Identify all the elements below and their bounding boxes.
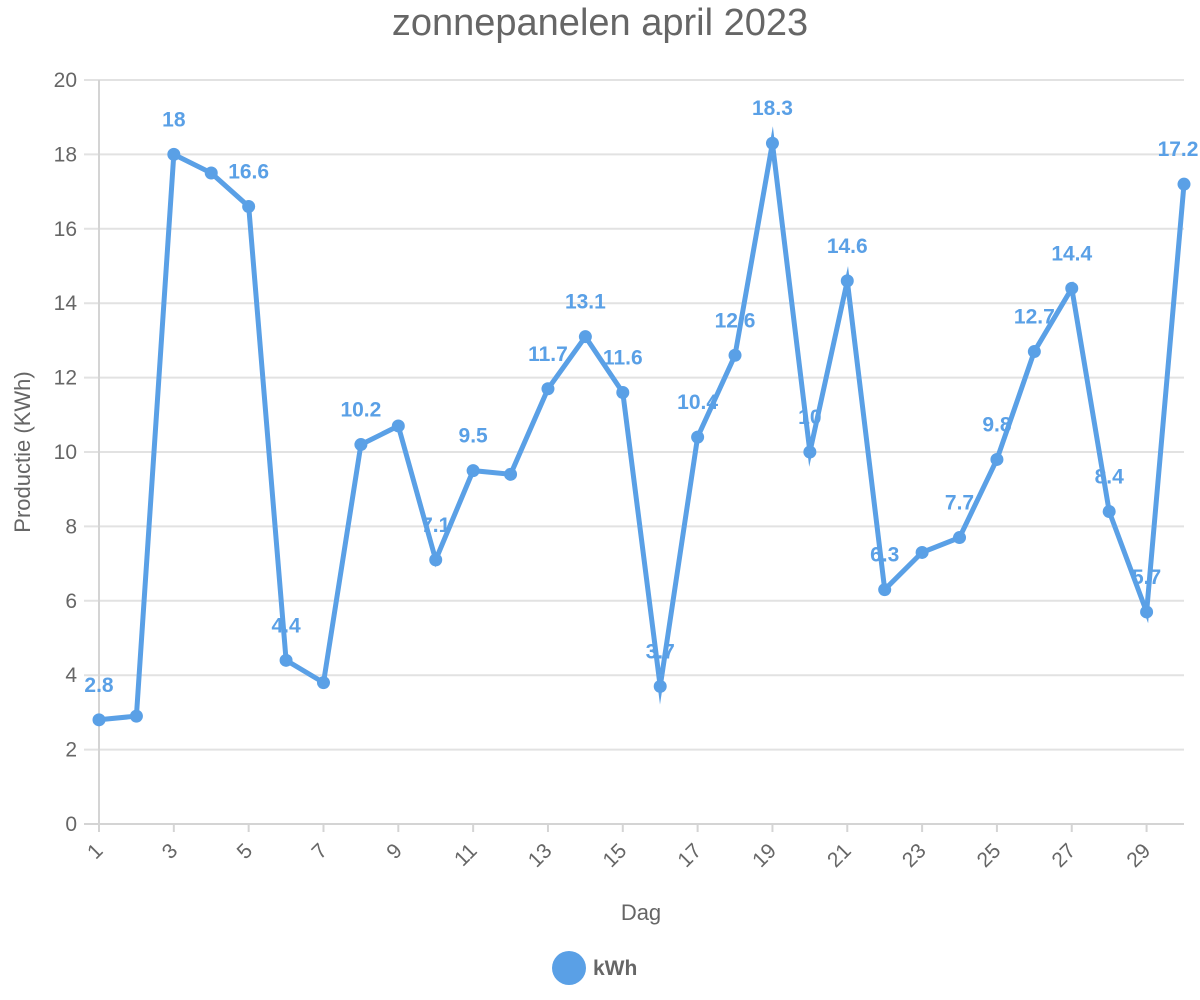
y-tick-label: 16 — [54, 218, 77, 241]
chart-title: zonnepanelen april 2023 — [392, 2, 808, 44]
series-kwh — [92, 126, 1191, 727]
x-tick-label: 25 — [973, 839, 1006, 872]
data-label: 10 — [798, 406, 821, 429]
data-label: 10.2 — [340, 399, 381, 422]
data-point[interactable] — [878, 583, 892, 597]
x-tick-label: 17 — [673, 839, 706, 872]
data-point[interactable] — [1027, 345, 1041, 359]
data-label: 5.7 — [1132, 566, 1161, 589]
data-label: 6.3 — [870, 544, 899, 567]
data-point[interactable] — [990, 452, 1004, 466]
legend-label-kwh: kWh — [593, 957, 637, 980]
data-label: 11.7 — [528, 343, 568, 366]
data-label: 2.8 — [84, 674, 114, 697]
series-line-kwh — [98, 126, 1187, 723]
legend[interactable]: kWh — [552, 951, 637, 985]
data-point[interactable] — [915, 545, 929, 559]
data-point[interactable] — [466, 464, 480, 478]
data-label: 8.4 — [1095, 466, 1125, 489]
data-label: 14.4 — [1051, 242, 1092, 265]
data-point[interactable] — [429, 553, 443, 567]
data-point[interactable] — [840, 274, 854, 288]
y-tick-label: 10 — [54, 441, 77, 464]
data-label: 14.6 — [827, 235, 868, 258]
data-label: 7.7 — [945, 492, 974, 515]
y-tick-label: 0 — [65, 813, 77, 836]
y-axis-title: Productie (KWh) — [10, 371, 35, 532]
x-tick-label: 11 — [450, 839, 482, 871]
data-point[interactable] — [953, 531, 967, 545]
data-label: 9.8 — [982, 413, 1012, 436]
data-label: 13.1 — [565, 291, 606, 314]
y-tick-label: 20 — [54, 69, 77, 92]
x-tick-label: 27 — [1048, 839, 1081, 872]
data-label: 18 — [162, 108, 186, 131]
data-label: 3.7 — [646, 640, 675, 663]
data-label: 7.1 — [421, 514, 451, 537]
x-tick-label: 21 — [823, 839, 856, 872]
data-point[interactable] — [653, 679, 667, 693]
x-tick-label: 9 — [382, 839, 407, 864]
legend-marker-kwh — [552, 951, 586, 985]
x-tick-label: 29 — [1122, 839, 1155, 872]
x-tick-label: 19 — [748, 839, 781, 872]
data-point[interactable] — [728, 348, 742, 362]
y-tick-label: 12 — [54, 367, 77, 390]
data-point[interactable] — [316, 676, 330, 690]
data-label: 16.6 — [228, 160, 269, 183]
data-label: 10.4 — [677, 391, 718, 414]
x-tick-label: 5 — [233, 839, 258, 864]
data-point[interactable] — [279, 653, 293, 667]
data-label: 4.4 — [271, 614, 301, 637]
data-point[interactable] — [578, 330, 592, 344]
data-label: 17.2 — [1158, 138, 1199, 161]
x-tick-label: 1 — [83, 839, 108, 864]
data-label: 12.6 — [715, 309, 756, 332]
data-point[interactable] — [167, 147, 181, 161]
data-point[interactable] — [92, 713, 106, 727]
y-tick-label: 6 — [65, 590, 77, 613]
x-axis-ticks: 1 3 5 7 9 11 13 15 17 19 21 23 25 27 29 — [83, 824, 1155, 872]
data-point[interactable] — [616, 385, 630, 399]
data-point[interactable] — [204, 166, 218, 180]
y-tick-label: 2 — [65, 739, 77, 762]
data-point[interactable] — [504, 467, 518, 481]
data-point[interactable] — [354, 438, 368, 452]
data-label: 12.7 — [1014, 306, 1055, 329]
data-point[interactable] — [691, 430, 705, 444]
data-point[interactable] — [1177, 177, 1191, 191]
data-point[interactable] — [129, 709, 143, 723]
x-axis-title: Dag — [621, 900, 661, 925]
data-point[interactable] — [1065, 281, 1079, 295]
data-point[interactable] — [765, 136, 779, 150]
data-point[interactable] — [391, 419, 405, 433]
data-point[interactable] — [242, 199, 256, 213]
axes — [84, 80, 1184, 832]
data-point[interactable] — [1140, 605, 1154, 619]
data-label: 11.6 — [603, 346, 643, 369]
y-tick-label: 4 — [65, 664, 77, 687]
gridlines — [84, 79, 1184, 825]
data-label: 9.5 — [459, 425, 489, 448]
x-tick-label: 7 — [307, 839, 332, 864]
data-point[interactable] — [1102, 505, 1116, 519]
y-axis-ticks: 0 2 4 6 8 10 12 14 16 18 20 — [54, 69, 78, 836]
data-point[interactable] — [803, 445, 817, 459]
x-tick-label: 23 — [898, 839, 931, 872]
data-label: 18.3 — [752, 97, 793, 120]
y-tick-label: 8 — [65, 515, 77, 538]
y-tick-label: 18 — [54, 143, 77, 166]
x-tick-label: 3 — [158, 839, 183, 864]
y-tick-label: 14 — [54, 292, 78, 315]
data-point[interactable] — [541, 382, 555, 396]
x-tick-label: 15 — [599, 839, 632, 872]
x-tick-label: 13 — [524, 839, 557, 872]
data-labels: 2.8 18 16.6 4.4 10.2 7.1 9.5 11.7 13.1 11.6 3.7 10.… — [84, 97, 1198, 697]
